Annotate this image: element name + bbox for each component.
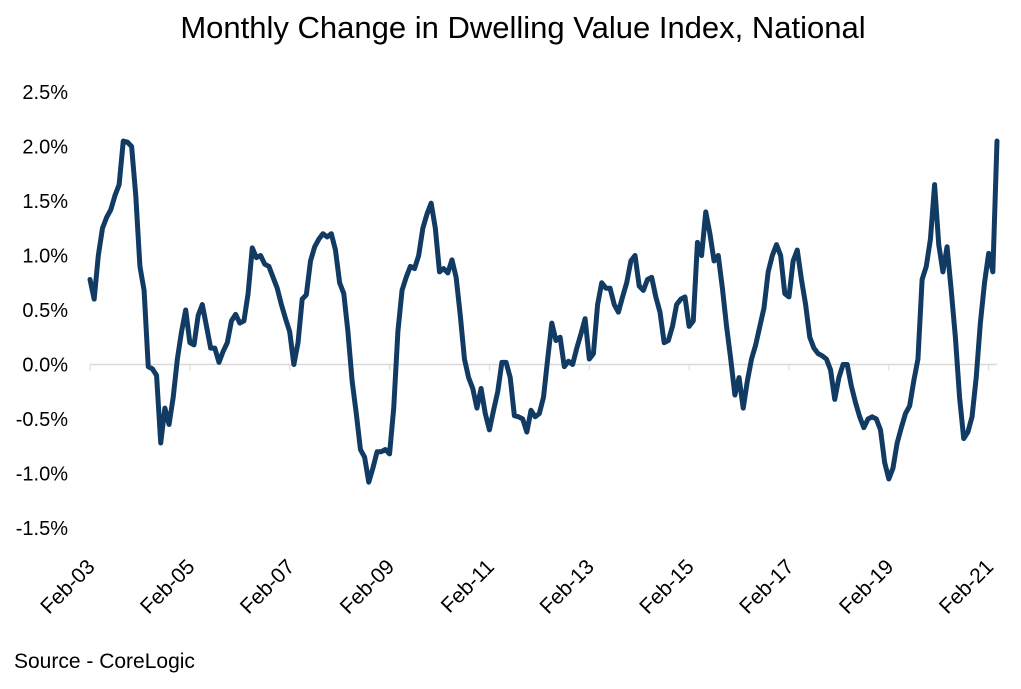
y-tick-label: 1.0% (22, 246, 68, 268)
x-tick-label: Feb-19 (835, 555, 898, 618)
series-line-dwelling-value-change (87, 138, 1000, 485)
x-tick-label: Feb-05 (136, 555, 199, 618)
y-tick-label: 0.0% (22, 355, 68, 377)
x-tick-label: Feb-21 (935, 555, 998, 618)
x-tick-label: Feb-15 (635, 555, 698, 618)
y-axis-ticks: 2.5% 2.0% 1.5% 1.0% 0.5% 0.0% -0.5% -1.0% -1.5% (16, 82, 68, 540)
y-tick-label: 1.5% (22, 191, 68, 213)
y-tick-label: -0.5% (16, 409, 68, 431)
x-tick-label: Feb-09 (336, 555, 399, 618)
y-tick-label: 0.5% (22, 300, 68, 322)
source-note: Source - CoreLogic (14, 650, 195, 673)
x-tick-label: Feb-03 (36, 555, 99, 618)
chart-title: Monthly Change in Dwelling Value Index, … (180, 10, 866, 45)
y-tick-label: 2.5% (22, 82, 68, 104)
x-tick-label: Feb-11 (437, 555, 499, 617)
y-tick-label: 2.0% (22, 137, 68, 159)
x-tick-label: Feb-17 (735, 555, 798, 618)
y-tick-label: -1.0% (16, 464, 68, 486)
y-tick-label: -1.5% (16, 518, 68, 540)
x-tick-label: Feb-13 (535, 555, 598, 618)
x-tick-label: Feb-07 (236, 555, 299, 618)
